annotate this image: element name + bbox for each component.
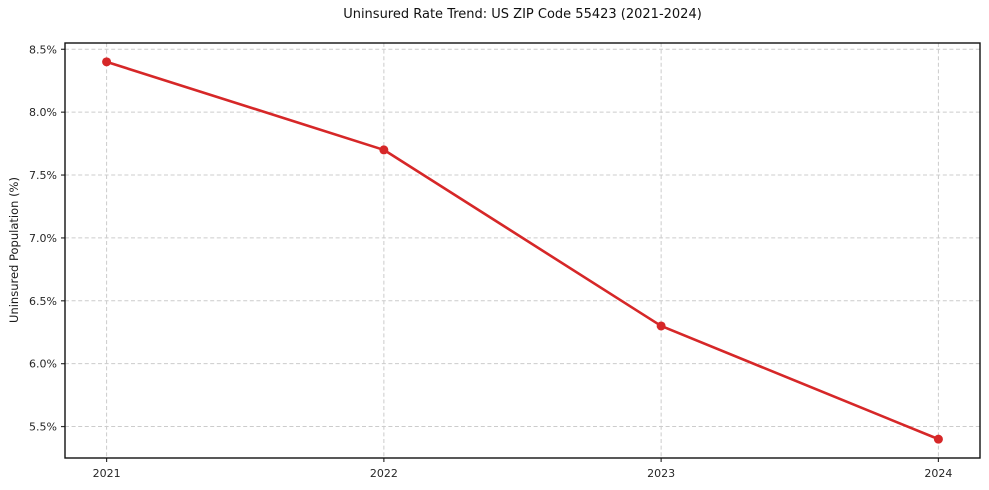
data-point bbox=[379, 145, 389, 155]
trend-line bbox=[105, 60, 940, 441]
data-point bbox=[933, 434, 943, 444]
y-tick-label: 8.0% bbox=[29, 106, 57, 119]
y-tick-label: 6.5% bbox=[29, 295, 57, 308]
data-point bbox=[102, 57, 112, 67]
y-tick-label: 7.0% bbox=[29, 232, 57, 245]
x-tick-label: 2024 bbox=[924, 467, 952, 480]
x-tick-label: 2021 bbox=[93, 467, 121, 480]
chart-title: Uninsured Rate Trend: US ZIP Code 55423 … bbox=[343, 7, 702, 22]
data-point bbox=[656, 321, 666, 331]
plot-border bbox=[64, 42, 981, 459]
y-axis-label: Uninsured Population (%) bbox=[7, 177, 21, 323]
y-tick-label: 6.0% bbox=[29, 358, 57, 371]
y-tick-label: 8.5% bbox=[29, 43, 57, 56]
x-tick-label: 2023 bbox=[647, 467, 675, 480]
x-tick-label: 2022 bbox=[370, 467, 398, 480]
y-tick-label: 7.5% bbox=[29, 169, 57, 182]
y-tick-label: 5.5% bbox=[29, 421, 57, 434]
